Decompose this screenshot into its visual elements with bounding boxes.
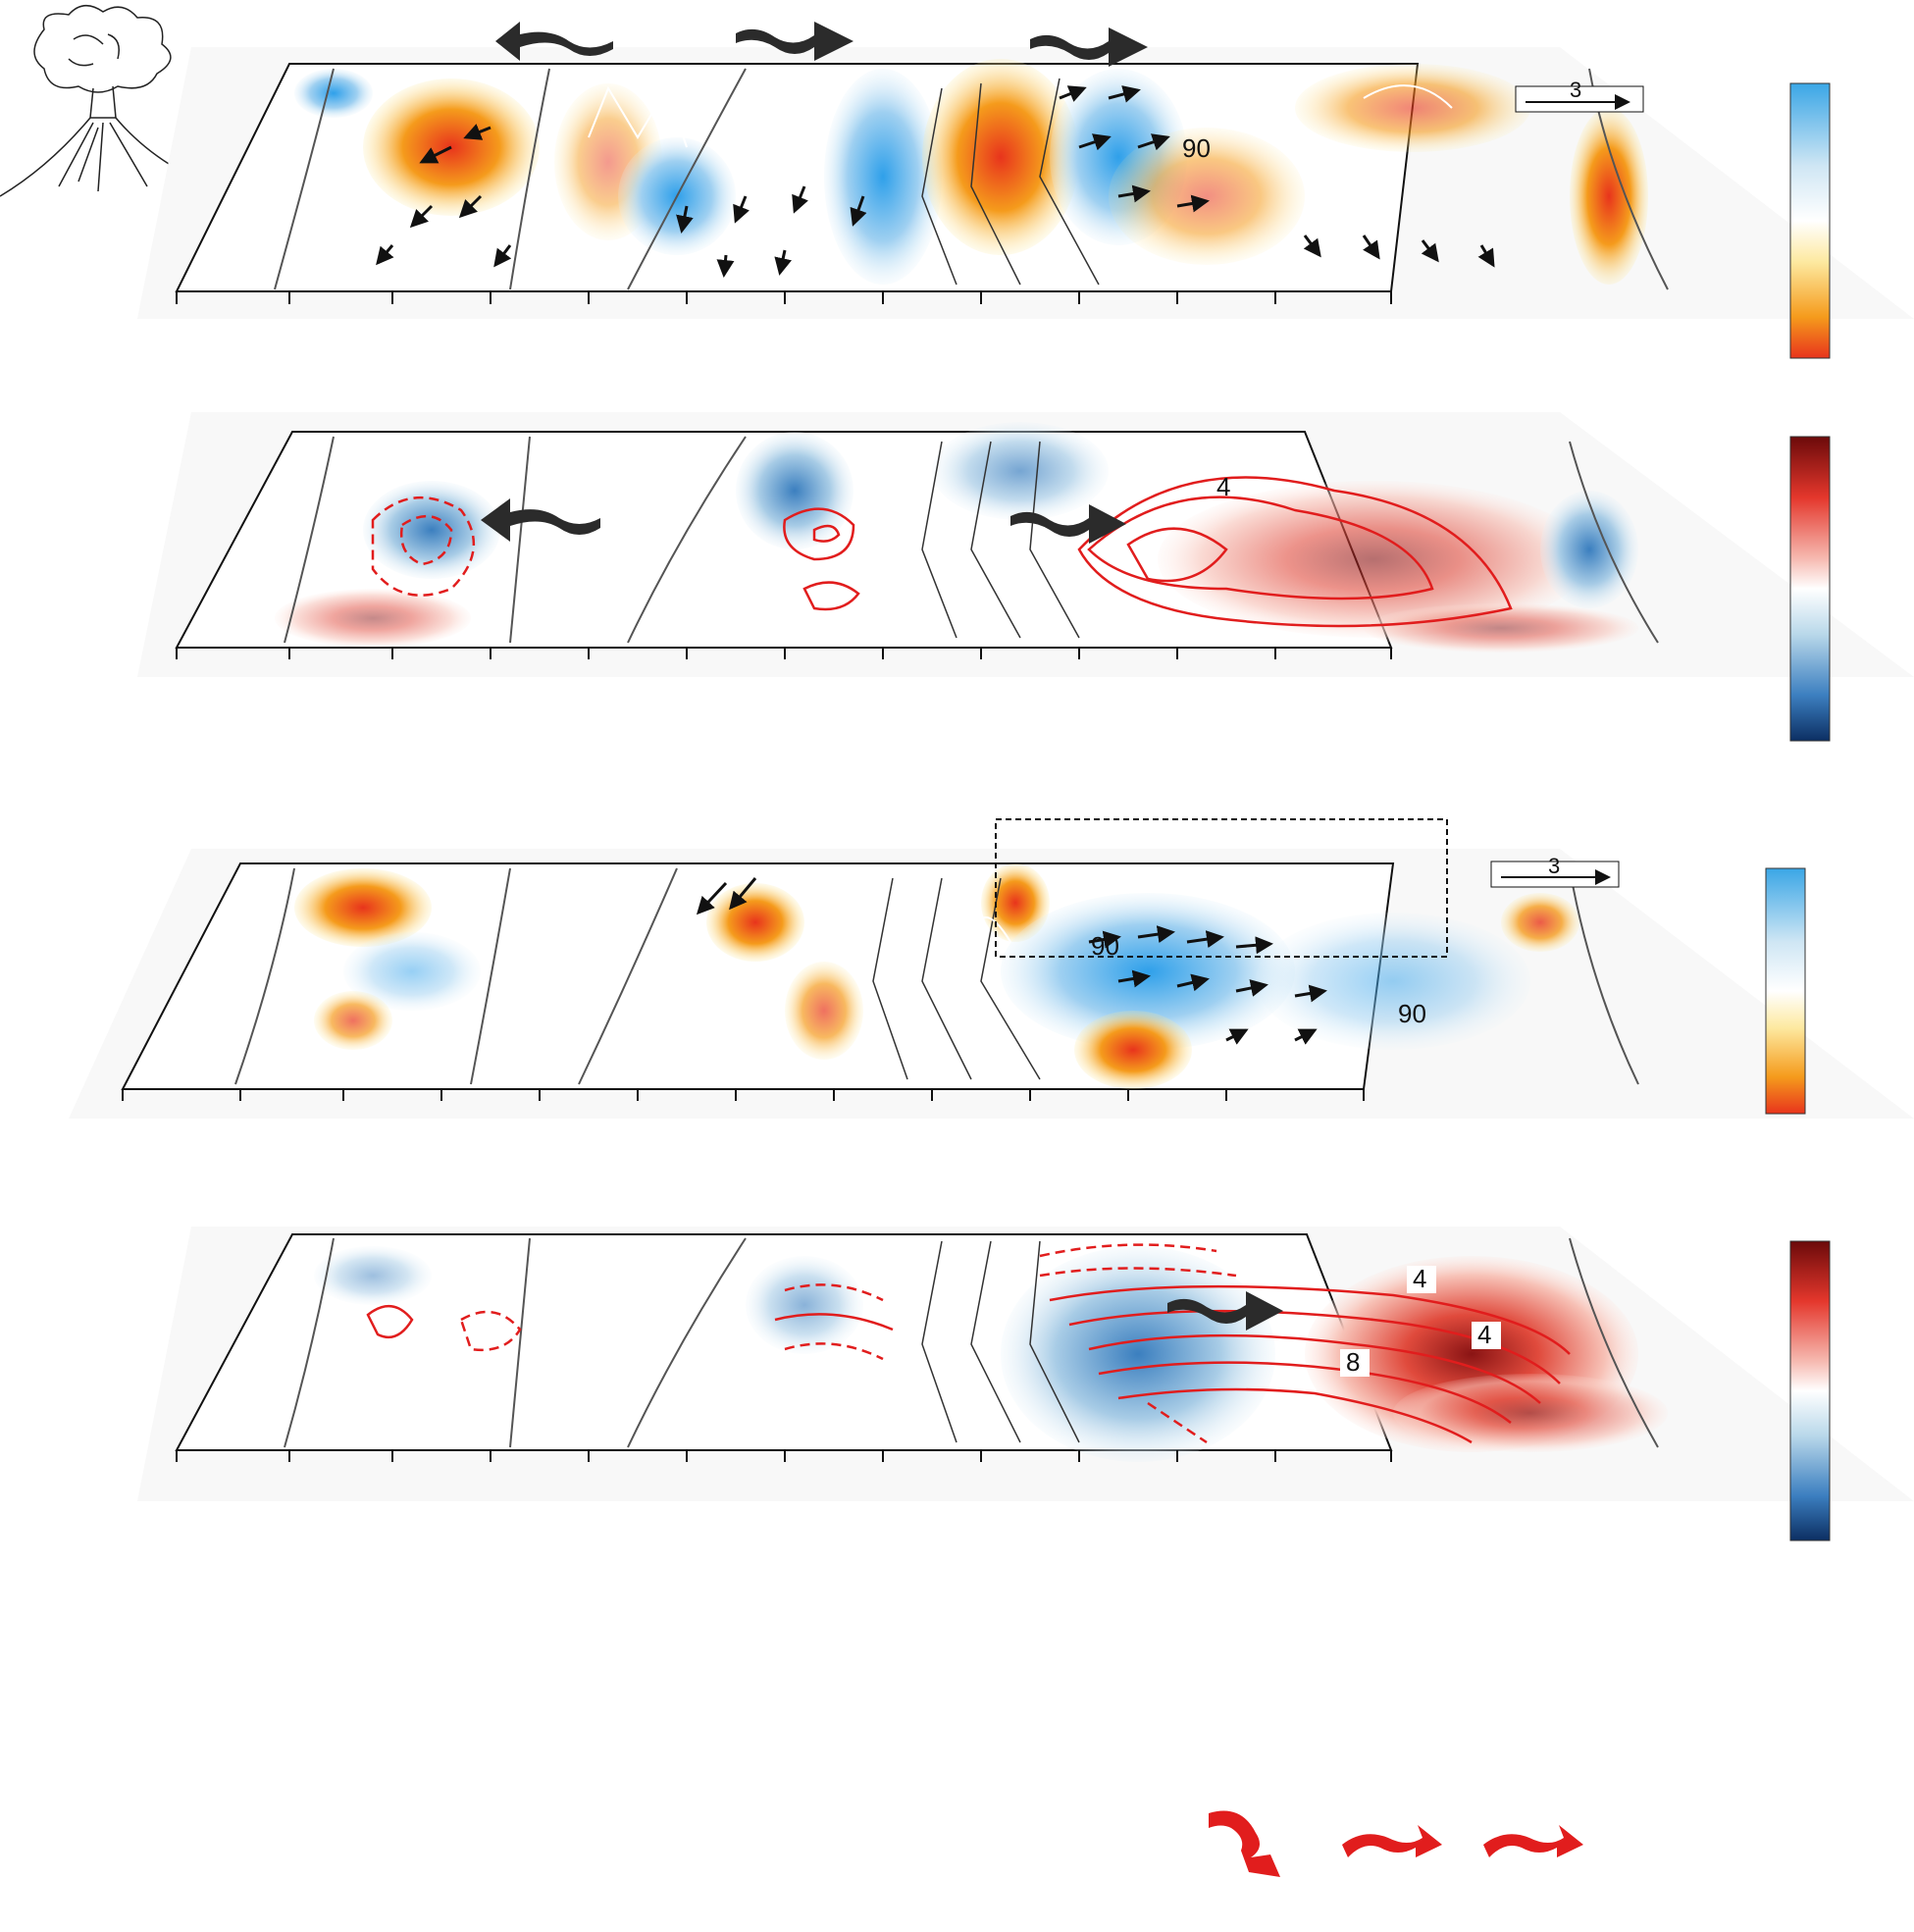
curved-red-arrow-icon: [1483, 1825, 1583, 1857]
panel-3-contour-label-a: 90: [1091, 931, 1119, 961]
panel-4-colorbar: [1789, 1240, 1831, 1541]
wave-arrow-icon: [1030, 27, 1148, 67]
panel-4-contour-label-c: 4: [1477, 1320, 1491, 1349]
wave-arrow-icon: [495, 22, 613, 61]
curved-red-arrow-icon: [1342, 1825, 1442, 1857]
wave-arrow-icon: [1010, 504, 1126, 544]
wave-arrow-icon: [1167, 1291, 1283, 1331]
curved-red-arrow-icon: [1209, 1810, 1280, 1877]
panel-1-colorbar: [1789, 82, 1831, 359]
panel-3-ref-vector-label: 3: [1548, 854, 1560, 878]
dashed-region-box: [995, 818, 1448, 958]
panel-1: 3 90: [137, 47, 1914, 359]
wave-arrow-icon: [736, 22, 854, 61]
panel-4-contour-label-a: 4: [1413, 1264, 1426, 1293]
panel-3-contour-label-b: 90: [1398, 999, 1426, 1028]
wave-arrow-icon: [481, 498, 600, 542]
panel-3: 3 90 90: [69, 818, 1914, 1119]
panel-4-contour-label-b: 8: [1346, 1347, 1360, 1377]
panel-3-colorbar: [1765, 867, 1806, 1115]
panel-4: 4 8 4: [137, 1227, 1914, 1541]
panel-1-ref-vector-label: 3: [1570, 78, 1581, 102]
panel-2-contour-label: 4: [1216, 472, 1230, 501]
panel-2-colorbar: [1789, 436, 1831, 742]
panel-1-contour-label: 90: [1182, 133, 1211, 163]
panel-2: 4: [137, 412, 1914, 742]
